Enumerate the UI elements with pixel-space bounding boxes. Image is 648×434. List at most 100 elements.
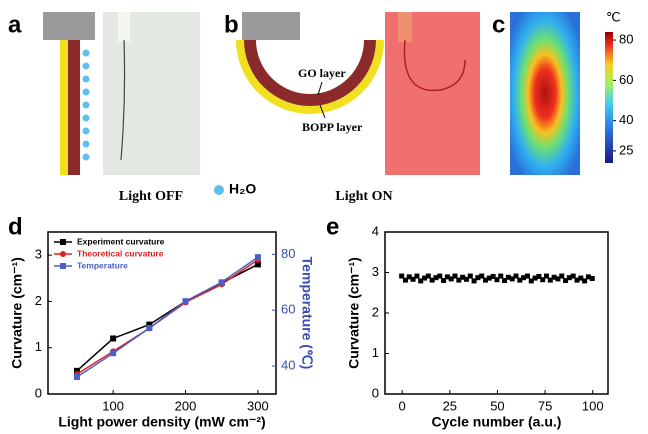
x-axis-label: Light power density (mW cm⁻²): [58, 414, 265, 430]
bopp-layer: [236, 39, 384, 114]
y-axis-label: Curvature (cm⁻¹): [9, 257, 25, 369]
bopp-label: BOPP layer: [302, 120, 363, 134]
marker: [578, 275, 584, 281]
legend-marker: [60, 251, 66, 257]
marker: [540, 277, 546, 283]
y-tick-label: 3: [372, 264, 379, 279]
y-tick-label: 4: [372, 223, 379, 238]
series-line: [76, 259, 259, 375]
x-tick-label: 200: [175, 398, 197, 413]
panel-b: GO layer BOPP layer Light ON: [236, 12, 480, 204]
marker: [585, 274, 591, 280]
y2-axis-label: Temperature (℃): [299, 257, 315, 370]
legend-marker: [60, 239, 66, 245]
marker: [146, 325, 153, 332]
marker: [479, 273, 485, 279]
thermal-image: [510, 12, 580, 175]
marker: [463, 276, 469, 282]
panel-label: e: [326, 213, 339, 240]
caption: Light OFF: [119, 189, 183, 204]
colorbar-tick-label: 80: [619, 31, 633, 46]
marker: [559, 273, 565, 279]
marker: [444, 274, 450, 280]
marker: [513, 273, 519, 279]
clamp: [43, 12, 95, 40]
arrow: [319, 104, 326, 119]
x-tick-label: 100: [102, 398, 124, 413]
marker: [524, 273, 530, 279]
marker: [486, 275, 492, 281]
marker: [418, 278, 424, 284]
marker: [399, 273, 405, 279]
marker: [460, 274, 466, 280]
x-tick-label: 0: [399, 398, 406, 413]
water-label: H₂O: [229, 181, 256, 197]
colorbar-unit: ℃: [606, 9, 621, 24]
marker: [498, 273, 504, 279]
y-tick-label: 2: [35, 293, 42, 308]
series-line: [76, 263, 259, 372]
marker: [406, 274, 412, 280]
caption: Light ON: [335, 189, 392, 204]
panel-label: b: [224, 11, 239, 38]
x-tick-label: 300: [247, 398, 269, 413]
plot-frame: [47, 231, 277, 395]
plot-frame: [384, 231, 609, 395]
marker: [505, 274, 511, 280]
x-axis-label: Cycle number (a.u.): [432, 414, 562, 430]
marker: [254, 254, 261, 261]
y-tick-label: 0: [35, 385, 42, 400]
marker: [110, 335, 117, 342]
marker: [402, 277, 408, 283]
go-label: GO layer: [298, 66, 346, 80]
panel-c: ℃: [510, 9, 621, 175]
marker: [563, 278, 569, 284]
marker: [433, 275, 439, 281]
legend-label: Theoretical curvature: [77, 248, 164, 258]
legend-marker: [60, 263, 66, 269]
marker: [414, 273, 420, 279]
marker: [452, 273, 458, 279]
marker: [110, 350, 117, 357]
clamp: [242, 12, 300, 40]
go-layer: [244, 39, 376, 106]
marker: [521, 275, 527, 281]
marker: [73, 373, 80, 380]
marker: [582, 278, 588, 284]
panel-label: d: [8, 213, 23, 240]
marker: [429, 277, 435, 283]
x-tick-label: 100: [582, 398, 604, 413]
panel-label: a: [8, 11, 22, 38]
y-tick-label: 1: [35, 339, 42, 354]
marker: [570, 273, 576, 279]
legend-label: Experiment curvature: [77, 236, 165, 246]
y-tick-label: 0: [372, 385, 379, 400]
marker: [448, 276, 454, 282]
marker: [410, 276, 416, 282]
arrow: [317, 81, 323, 96]
marker: [532, 275, 538, 281]
marker: [528, 278, 534, 284]
marker: [146, 321, 153, 328]
y2-tick-label: 60: [281, 302, 295, 317]
photo-off: [103, 12, 200, 175]
marker: [566, 275, 572, 281]
x-tick-label: 25: [443, 398, 457, 413]
marker: [551, 274, 557, 280]
water-dots: [82, 49, 90, 161]
marker: [517, 277, 523, 283]
photo-clamp: [398, 12, 412, 42]
panel-label: c: [492, 11, 505, 38]
panel-a: Light OFF H₂O: [43, 12, 256, 204]
y-axis-label: Curvature (cm⁻¹): [346, 257, 362, 369]
marker: [490, 273, 496, 279]
marker: [544, 273, 550, 279]
legend-label: Temperature: [77, 260, 128, 270]
marker: [502, 278, 508, 284]
marker: [589, 275, 595, 281]
y2-tick-label: 40: [281, 358, 295, 373]
marker: [536, 273, 542, 279]
marker: [475, 275, 481, 281]
marker: [456, 277, 462, 283]
